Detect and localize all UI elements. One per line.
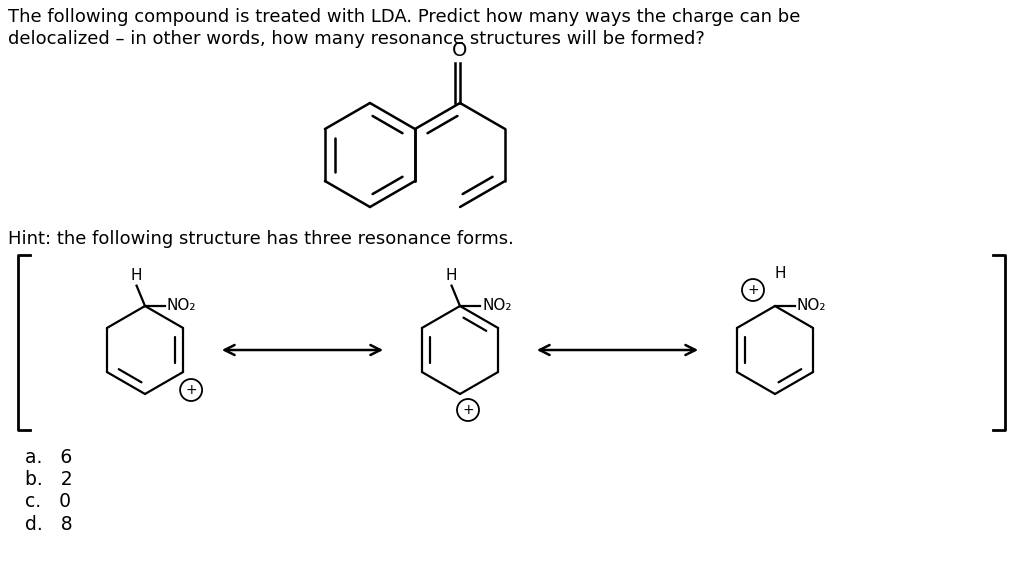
Text: NO₂: NO₂ xyxy=(482,299,512,313)
Text: +: + xyxy=(748,283,759,297)
Text: delocalized – in other words, how many resonance structures will be formed?: delocalized – in other words, how many r… xyxy=(8,30,705,48)
Text: H: H xyxy=(445,268,458,283)
Text: d.   8: d. 8 xyxy=(25,515,73,534)
Text: c.   0: c. 0 xyxy=(25,492,71,511)
Text: NO₂: NO₂ xyxy=(797,299,826,313)
Text: O: O xyxy=(453,41,468,60)
Text: a.   6: a. 6 xyxy=(25,448,73,467)
Text: +: + xyxy=(185,383,197,397)
Text: +: + xyxy=(462,403,474,417)
Text: H: H xyxy=(774,266,785,281)
Text: The following compound is treated with LDA. Predict how many ways the charge can: The following compound is treated with L… xyxy=(8,8,801,26)
Text: H: H xyxy=(131,268,142,283)
Text: NO₂: NO₂ xyxy=(167,299,197,313)
Text: Hint: the following structure has three resonance forms.: Hint: the following structure has three … xyxy=(8,230,514,248)
Text: b.   2: b. 2 xyxy=(25,470,73,489)
